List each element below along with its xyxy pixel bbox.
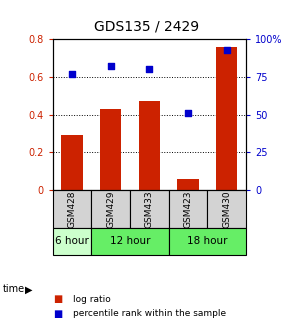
Bar bbox=[100, 109, 121, 190]
Text: GDS135 / 2429: GDS135 / 2429 bbox=[94, 19, 199, 33]
Bar bbox=[169, 228, 246, 255]
Point bbox=[108, 64, 113, 69]
Bar bbox=[53, 190, 91, 228]
Text: ▶: ▶ bbox=[25, 284, 33, 294]
Bar bbox=[139, 101, 160, 190]
Bar bbox=[62, 135, 83, 190]
Bar bbox=[169, 190, 207, 228]
Text: GSM433: GSM433 bbox=[145, 190, 154, 228]
Bar bbox=[91, 228, 169, 255]
Text: 12 hour: 12 hour bbox=[110, 236, 150, 247]
Text: GSM428: GSM428 bbox=[68, 190, 76, 228]
Text: GSM430: GSM430 bbox=[222, 190, 231, 228]
Text: 18 hour: 18 hour bbox=[187, 236, 228, 247]
Point bbox=[224, 47, 229, 52]
Text: percentile rank within the sample: percentile rank within the sample bbox=[73, 309, 226, 318]
Text: GSM429: GSM429 bbox=[106, 190, 115, 228]
Point bbox=[147, 67, 152, 72]
Bar bbox=[178, 179, 199, 190]
Bar bbox=[53, 228, 91, 255]
Point bbox=[70, 71, 74, 77]
Bar bbox=[91, 190, 130, 228]
Point bbox=[186, 111, 190, 116]
Bar bbox=[130, 190, 169, 228]
Text: 6 hour: 6 hour bbox=[55, 236, 89, 247]
Text: GSM423: GSM423 bbox=[184, 190, 193, 228]
Bar bbox=[216, 47, 237, 190]
Text: time: time bbox=[3, 284, 25, 294]
Text: ■: ■ bbox=[53, 294, 62, 304]
Text: ■: ■ bbox=[53, 309, 62, 319]
Text: log ratio: log ratio bbox=[73, 295, 111, 304]
Bar bbox=[207, 190, 246, 228]
